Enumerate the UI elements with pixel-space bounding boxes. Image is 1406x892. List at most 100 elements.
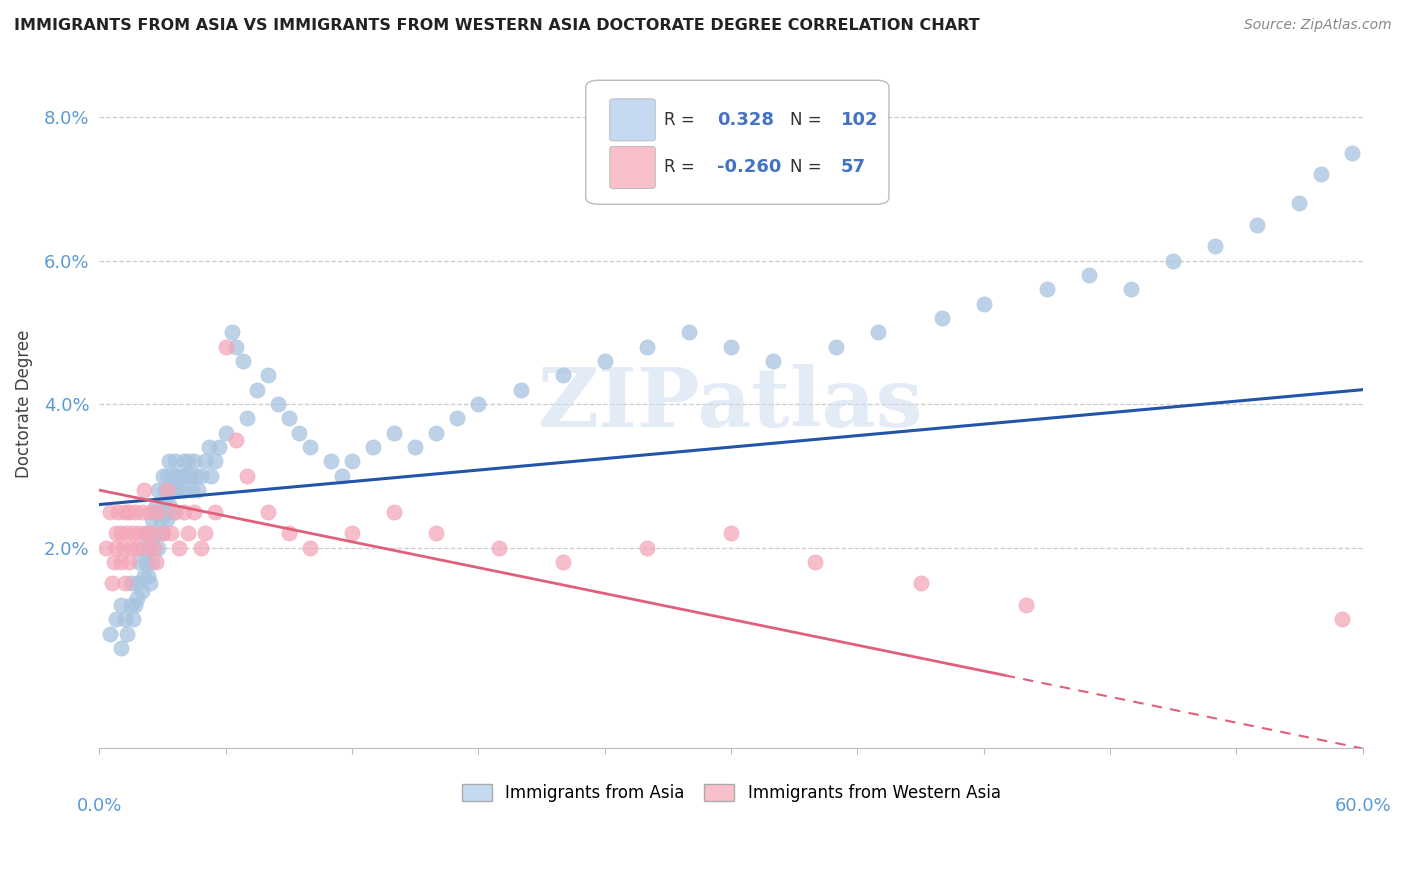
Point	[1246, 218, 1268, 232]
Point	[141, 526, 163, 541]
Point	[131, 505, 153, 519]
Point	[825, 340, 848, 354]
Point	[204, 505, 226, 519]
Point	[257, 505, 280, 519]
Point	[128, 555, 150, 569]
Point	[114, 576, 136, 591]
Point	[225, 340, 247, 354]
Point	[1341, 145, 1364, 160]
Point	[1077, 268, 1099, 282]
Point	[120, 576, 142, 591]
Point	[246, 383, 269, 397]
Point	[319, 454, 342, 468]
Point	[446, 411, 468, 425]
Point	[804, 555, 827, 569]
Point	[145, 526, 167, 541]
Point	[170, 468, 193, 483]
Point	[157, 498, 180, 512]
Point	[165, 505, 187, 519]
Point	[120, 598, 142, 612]
Point	[973, 296, 995, 310]
Text: 57: 57	[841, 158, 866, 176]
Point	[298, 440, 321, 454]
Point	[166, 468, 188, 483]
Point	[135, 526, 157, 541]
Point	[110, 526, 132, 541]
Point	[145, 555, 167, 569]
Point	[298, 541, 321, 555]
Point	[488, 541, 510, 555]
Point	[143, 541, 166, 555]
Point	[425, 425, 447, 440]
Point	[115, 526, 138, 541]
Point	[94, 541, 117, 555]
Point	[132, 569, 155, 583]
Point	[593, 354, 616, 368]
Point	[190, 541, 212, 555]
Text: 0.328: 0.328	[717, 111, 775, 128]
Point	[111, 541, 134, 555]
Point	[145, 498, 167, 512]
Point	[127, 576, 149, 591]
Point	[221, 326, 243, 340]
FancyBboxPatch shape	[610, 146, 655, 188]
Point	[204, 454, 226, 468]
Text: R =: R =	[664, 111, 695, 128]
Point	[720, 340, 742, 354]
Point	[425, 526, 447, 541]
Point	[110, 640, 132, 655]
Point	[103, 555, 125, 569]
Point	[156, 512, 179, 526]
Point	[135, 555, 157, 569]
Point	[114, 505, 136, 519]
FancyBboxPatch shape	[610, 99, 655, 141]
Point	[868, 326, 890, 340]
Point	[131, 583, 153, 598]
Point	[114, 612, 136, 626]
Point	[105, 541, 128, 555]
Point	[198, 440, 221, 454]
Point	[120, 541, 142, 555]
Point	[173, 483, 195, 497]
Point	[160, 526, 183, 541]
Text: 60.0%: 60.0%	[1334, 797, 1391, 814]
Point	[509, 383, 531, 397]
Point	[931, 310, 953, 325]
Point	[156, 483, 179, 497]
Point	[340, 526, 363, 541]
Point	[135, 526, 157, 541]
Point	[139, 505, 162, 519]
Legend: Immigrants from Asia, Immigrants from Western Asia: Immigrants from Asia, Immigrants from We…	[456, 778, 1007, 809]
Point	[1015, 598, 1038, 612]
Point	[105, 526, 128, 541]
Point	[148, 505, 170, 519]
Point	[236, 411, 259, 425]
Point	[278, 526, 301, 541]
Point	[179, 468, 201, 483]
Point	[177, 526, 200, 541]
Point	[174, 468, 197, 483]
FancyBboxPatch shape	[586, 80, 889, 204]
Point	[107, 505, 129, 519]
Point	[225, 433, 247, 447]
Point	[148, 483, 170, 497]
Point	[361, 440, 384, 454]
Point	[177, 454, 200, 468]
Point	[143, 541, 166, 555]
Point	[330, 468, 353, 483]
Point	[128, 526, 150, 541]
Point	[165, 483, 187, 497]
Point	[910, 576, 932, 591]
Point	[101, 576, 124, 591]
Point	[467, 397, 489, 411]
Text: IMMIGRANTS FROM ASIA VS IMMIGRANTS FROM WESTERN ASIA DOCTORATE DEGREE CORRELATIO: IMMIGRANTS FROM ASIA VS IMMIGRANTS FROM …	[14, 18, 980, 33]
Point	[1119, 282, 1142, 296]
Point	[148, 541, 170, 555]
Point	[194, 454, 217, 468]
Point	[165, 454, 187, 468]
Point	[382, 505, 405, 519]
Point	[278, 411, 301, 425]
Point	[215, 340, 238, 354]
Point	[1204, 239, 1226, 253]
Text: Source: ZipAtlas.com: Source: ZipAtlas.com	[1244, 18, 1392, 32]
